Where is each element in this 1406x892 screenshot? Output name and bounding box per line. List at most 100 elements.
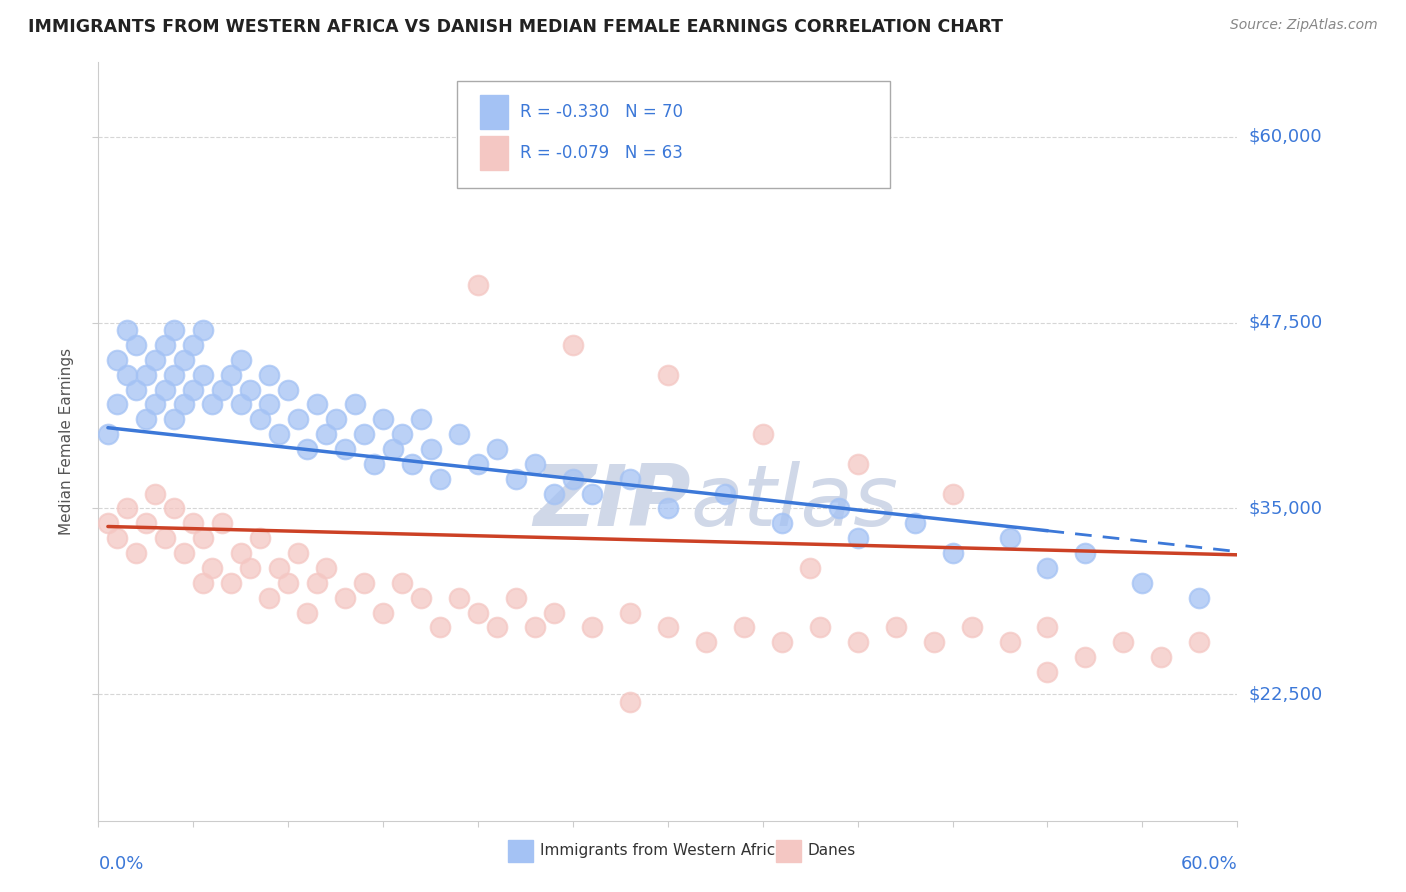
Text: $60,000: $60,000	[1249, 128, 1322, 145]
Point	[287, 546, 309, 560]
Point	[173, 546, 195, 560]
Point	[97, 427, 120, 442]
Point	[125, 338, 148, 352]
Point	[335, 591, 357, 605]
Point	[305, 397, 328, 411]
Point	[922, 635, 945, 649]
Point	[229, 397, 252, 411]
Point	[1188, 591, 1211, 605]
Point	[125, 383, 148, 397]
Point	[846, 635, 869, 649]
Point	[163, 412, 186, 426]
Point	[449, 591, 471, 605]
Point	[505, 591, 527, 605]
Point	[543, 486, 565, 500]
Point	[411, 591, 433, 605]
Bar	[479, 95, 509, 128]
Bar	[776, 839, 801, 863]
Point	[371, 412, 394, 426]
Point	[401, 457, 423, 471]
Point	[277, 383, 299, 397]
Point	[163, 368, 186, 382]
Point	[1036, 561, 1059, 575]
Point	[505, 472, 527, 486]
Point	[1150, 650, 1173, 665]
Point	[998, 635, 1021, 649]
Point	[828, 501, 851, 516]
Point	[325, 412, 347, 426]
Point	[153, 383, 176, 397]
Point	[229, 546, 252, 560]
Point	[97, 516, 120, 531]
Point	[619, 695, 641, 709]
Point	[543, 606, 565, 620]
Point	[562, 338, 585, 352]
Point	[770, 635, 793, 649]
Text: atlas: atlas	[690, 460, 898, 544]
Point	[524, 620, 547, 634]
Point	[191, 575, 214, 590]
Text: R = -0.330   N = 70: R = -0.330 N = 70	[520, 103, 683, 120]
Text: Source: ZipAtlas.com: Source: ZipAtlas.com	[1230, 18, 1378, 32]
Text: Danes: Danes	[808, 844, 856, 858]
Point	[429, 620, 451, 634]
Point	[183, 516, 205, 531]
Point	[277, 575, 299, 590]
Point	[191, 531, 214, 545]
Point	[1074, 650, 1097, 665]
Point	[239, 383, 262, 397]
Point	[752, 427, 775, 442]
Point	[942, 486, 965, 500]
Point	[846, 531, 869, 545]
Point	[115, 323, 138, 337]
Point	[315, 427, 337, 442]
Text: $47,500: $47,500	[1249, 314, 1323, 332]
Point	[381, 442, 404, 456]
Point	[221, 368, 243, 382]
Point	[163, 501, 186, 516]
Point	[153, 338, 176, 352]
Point	[770, 516, 793, 531]
Point	[297, 442, 319, 456]
Point	[115, 501, 138, 516]
Point	[486, 620, 509, 634]
Point	[173, 352, 195, 367]
Point	[305, 575, 328, 590]
Point	[153, 531, 176, 545]
Point	[297, 606, 319, 620]
Text: $35,000: $35,000	[1249, 500, 1323, 517]
Point	[107, 352, 129, 367]
Point	[371, 606, 394, 620]
Point	[343, 397, 366, 411]
Point	[942, 546, 965, 560]
Point	[191, 323, 214, 337]
Point	[315, 561, 337, 575]
Point	[411, 412, 433, 426]
Point	[107, 531, 129, 545]
Point	[145, 486, 167, 500]
Point	[391, 427, 413, 442]
FancyBboxPatch shape	[457, 81, 890, 187]
Point	[249, 531, 271, 545]
Text: $22,500: $22,500	[1249, 685, 1323, 703]
Point	[657, 620, 679, 634]
Point	[287, 412, 309, 426]
Text: R = -0.079   N = 63: R = -0.079 N = 63	[520, 145, 683, 162]
Point	[467, 278, 489, 293]
Point	[998, 531, 1021, 545]
Point	[259, 397, 281, 411]
Text: Immigrants from Western Africa: Immigrants from Western Africa	[540, 844, 785, 858]
Bar	[479, 136, 509, 170]
Point	[419, 442, 441, 456]
Point	[211, 516, 233, 531]
Point	[808, 620, 831, 634]
Text: 0.0%: 0.0%	[98, 855, 143, 873]
Point	[183, 338, 205, 352]
Point	[135, 368, 157, 382]
Bar	[509, 839, 533, 863]
Point	[201, 397, 224, 411]
Point	[467, 457, 489, 471]
Point	[259, 368, 281, 382]
Point	[1036, 620, 1059, 634]
Point	[1132, 575, 1154, 590]
